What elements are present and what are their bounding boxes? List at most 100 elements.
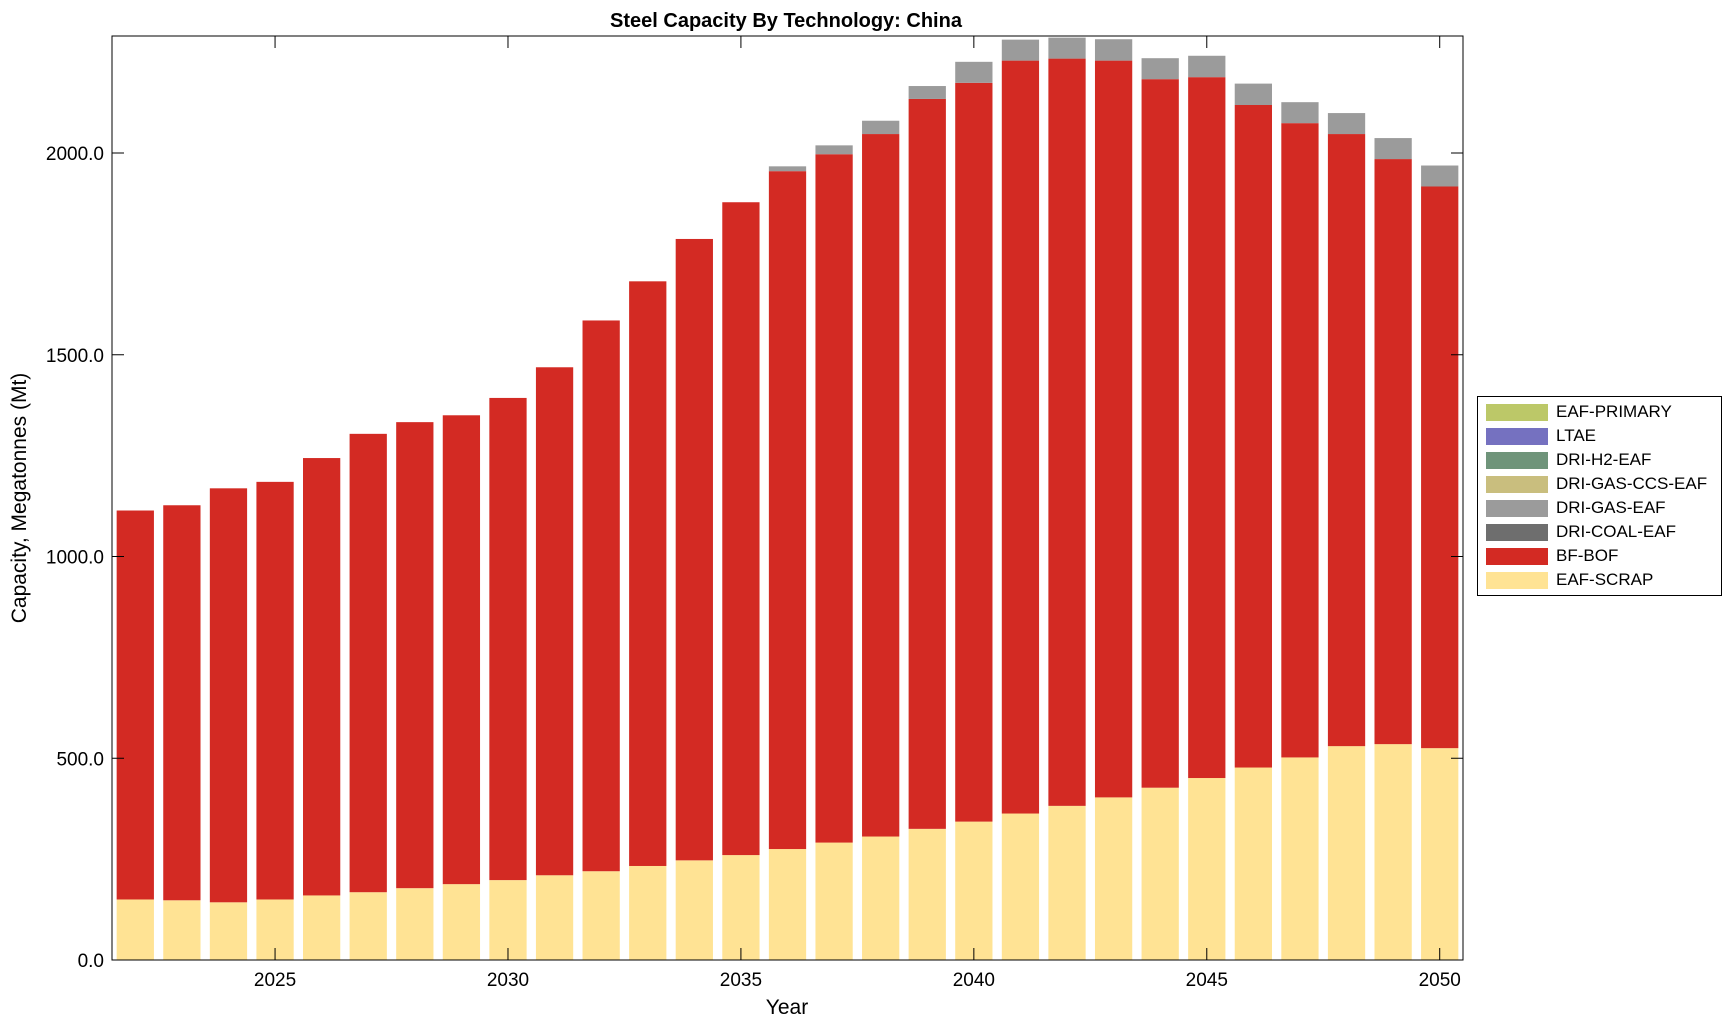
bar-segment-bf-bof-2034 [675, 238, 713, 861]
bar-segment-eaf-scrap-2047 [1281, 757, 1319, 960]
legend-label: EAF-PRIMARY [1556, 402, 1672, 421]
x-tick-label: 2025 [254, 970, 296, 991]
bar-segment-dri-gas-eaf-2040 [955, 61, 993, 83]
bar-segment-dri-gas-eaf-2046 [1234, 83, 1272, 105]
bar-segment-dri-gas-eaf-2042 [1048, 37, 1086, 59]
bar-segment-bf-bof-2040 [955, 82, 993, 822]
legend-swatch [1486, 523, 1548, 541]
x-tick-label: 2035 [720, 970, 762, 991]
bar-segment-bf-bof-2036 [768, 171, 807, 850]
bar-segment-eaf-scrap-2036 [768, 849, 807, 960]
legend-item-dri-gas-ccs-eaf: DRI-GAS-CCS-EAF [1486, 473, 1707, 495]
legend-label: DRI-GAS-EAF [1556, 498, 1666, 517]
bar-segment-eaf-scrap-2042 [1048, 805, 1086, 960]
bar-segment-bf-bof-2050 [1421, 186, 1459, 749]
bar-segment-dri-gas-eaf-2037 [815, 145, 853, 155]
bar-segment-eaf-scrap-2040 [955, 821, 993, 960]
bar-segment-bf-bof-2026 [303, 458, 341, 896]
bar-segment-eaf-scrap-2030 [489, 880, 527, 960]
legend-item-dri-coal-eaf: DRI-COAL-EAF [1486, 521, 1676, 543]
bar-segment-bf-bof-2042 [1048, 58, 1086, 806]
y-tick-label: 1000.0 [46, 548, 104, 569]
legend-swatch [1486, 499, 1548, 517]
bar-segment-eaf-scrap-2031 [535, 875, 574, 960]
bar-segment-dri-gas-eaf-2045 [1188, 55, 1226, 78]
bar-segment-eaf-scrap-2024 [209, 902, 248, 960]
x-axis-label: Year [766, 996, 808, 1019]
bar-segment-eaf-scrap-2028 [396, 888, 434, 960]
bar-segment-bf-bof-2022 [116, 510, 154, 900]
bar-segment-bf-bof-2041 [1001, 60, 1040, 814]
x-tick-label: 2040 [953, 970, 995, 991]
legend-item-ltae: LTAE [1486, 425, 1596, 447]
legend-label: DRI-H2-EAF [1556, 450, 1652, 469]
bar-segment-dri-gas-eaf-2048 [1327, 113, 1366, 135]
bar-segment-bf-bof-2045 [1188, 77, 1226, 779]
bar-segment-eaf-scrap-2044 [1141, 787, 1179, 960]
bar-segment-bf-bof-2044 [1141, 79, 1179, 788]
chart-title: Steel Capacity By Technology: China [610, 10, 963, 32]
bar-segment-dri-gas-eaf-2047 [1281, 102, 1319, 124]
bar-segment-eaf-scrap-2022 [116, 899, 154, 960]
legend-swatch [1486, 475, 1548, 493]
bar-segment-eaf-scrap-2033 [629, 865, 667, 960]
bar-segment-eaf-scrap-2027 [349, 892, 387, 960]
bar-segment-dri-gas-eaf-2050 [1421, 165, 1459, 187]
bars-group [116, 37, 1459, 960]
bar-segment-dri-gas-eaf-2038 [862, 120, 900, 135]
bar-segment-bf-bof-2025 [256, 481, 294, 900]
bar-segment-bf-bof-2046 [1234, 105, 1272, 768]
bar-segment-bf-bof-2048 [1327, 134, 1366, 747]
bar-segment-bf-bof-2030 [489, 397, 527, 881]
bar-segment-bf-bof-2039 [908, 98, 946, 829]
plot-area-frame [111, 35, 1464, 961]
bar-segment-bf-bof-2027 [349, 433, 387, 893]
legend-label: LTAE [1556, 426, 1596, 445]
legend-swatch [1486, 403, 1548, 421]
bar-segment-eaf-scrap-2050 [1421, 748, 1459, 960]
bar-segment-eaf-scrap-2049 [1374, 744, 1412, 960]
y-axis-label: Capacity, Megatonnes (Mt) [8, 373, 31, 624]
bar-segment-bf-bof-2047 [1281, 123, 1319, 758]
bar-segment-bf-bof-2049 [1374, 159, 1412, 745]
y-tick-label: 0.0 [78, 951, 104, 972]
legend-swatch [1486, 427, 1548, 445]
bar-segment-dri-gas-eaf-2049 [1374, 138, 1412, 160]
y-tick-label: 1500.0 [46, 346, 104, 367]
bar-segment-dri-gas-eaf-2043 [1094, 39, 1133, 61]
bar-segment-dri-gas-eaf-2044 [1141, 58, 1179, 80]
bar-segment-eaf-scrap-2038 [862, 836, 900, 960]
bar-segment-eaf-scrap-2045 [1188, 778, 1226, 960]
bar-segment-bf-bof-2031 [535, 367, 574, 876]
bar-segment-bf-bof-2043 [1094, 60, 1133, 798]
bar-segment-eaf-scrap-2035 [722, 855, 760, 960]
legend-swatch [1486, 571, 1548, 589]
y-tick-label: 2000.0 [46, 144, 104, 165]
legend-label: DRI-GAS-CCS-EAF [1556, 474, 1708, 493]
bar-segment-bf-bof-2035 [722, 202, 760, 856]
y-tick-label: 500.0 [56, 749, 104, 770]
bar-segment-eaf-scrap-2046 [1234, 767, 1272, 960]
bar-segment-eaf-scrap-2029 [442, 884, 481, 960]
bar-segment-eaf-scrap-2048 [1327, 746, 1366, 960]
x-tick-label: 2050 [1419, 970, 1461, 991]
legend-item-eaf-scrap: EAF-SCRAP [1486, 569, 1653, 591]
legend-item-eaf-primary: EAF-PRIMARY [1486, 401, 1672, 423]
bar-segment-eaf-scrap-2043 [1094, 797, 1133, 960]
bar-segment-bf-bof-2029 [442, 415, 481, 885]
legend-item-dri-gas-eaf: DRI-GAS-EAF [1486, 497, 1666, 519]
bar-segment-eaf-scrap-2041 [1001, 813, 1040, 960]
x-tick-label: 2045 [1186, 970, 1228, 991]
legend-item-bf-bof: BF-BOF [1486, 545, 1618, 567]
legend-swatch [1486, 547, 1548, 565]
legend-item-dri-h2-eaf: DRI-H2-EAF [1486, 449, 1651, 471]
legend-label: BF-BOF [1556, 546, 1619, 565]
bar-segment-bf-bof-2033 [629, 281, 667, 866]
bar-segment-bf-bof-2028 [396, 422, 434, 889]
bar-segment-dri-gas-eaf-2041 [1001, 39, 1040, 61]
bar-segment-bf-bof-2037 [815, 154, 853, 843]
bar-segment-eaf-scrap-2034 [675, 860, 713, 960]
bar-segment-eaf-scrap-2026 [303, 895, 341, 960]
bar-segment-eaf-scrap-2023 [163, 900, 201, 960]
